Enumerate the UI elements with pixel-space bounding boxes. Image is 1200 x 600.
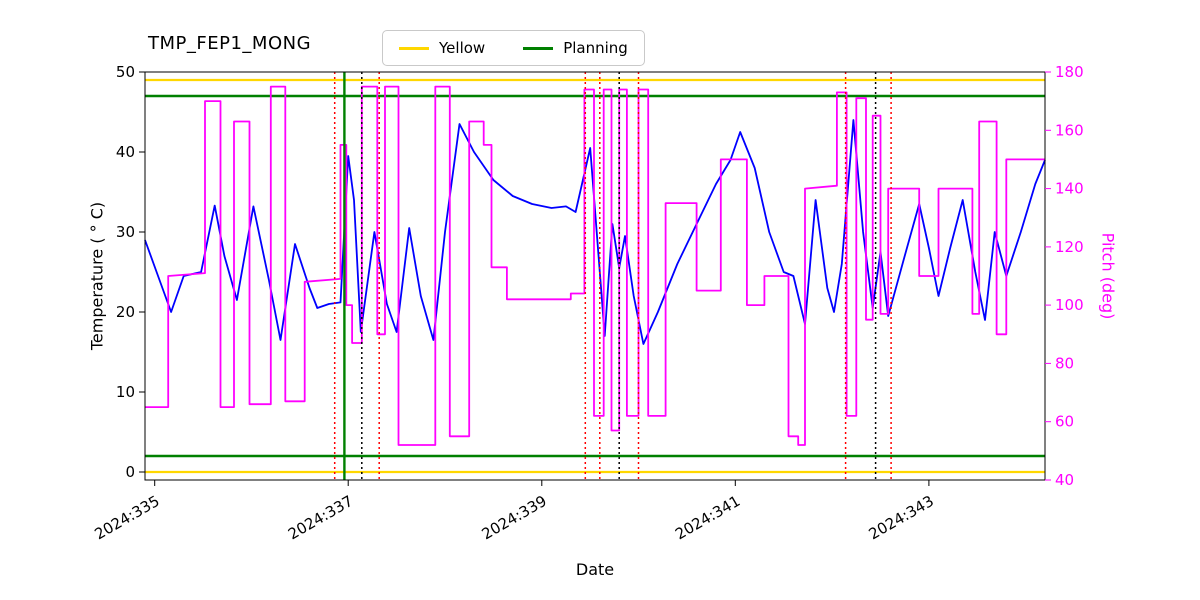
y-right-tick-label: 40 — [1055, 471, 1074, 489]
yellow-line-swatch — [399, 46, 429, 50]
x-tick-label: 2024:339 — [479, 492, 550, 544]
temperature-series-line — [144, 119, 1046, 345]
y-right-tick-label: 120 — [1055, 238, 1084, 256]
x-tick-label: 2024:337 — [285, 492, 356, 544]
x-tick-label: 2024:341 — [672, 492, 743, 544]
y-left-tick-label: 10 — [116, 383, 135, 401]
y-left-tick-label: 50 — [116, 63, 135, 81]
y-right-tick-label: 180 — [1055, 63, 1084, 81]
plot-frame — [144, 71, 1046, 481]
x-tick-label: 2024:335 — [91, 492, 162, 544]
x-tick-label: 2024:343 — [866, 492, 937, 544]
y-right-tick-label: 80 — [1055, 354, 1074, 372]
y-left-tick-label: 20 — [116, 303, 135, 321]
y-right-tick-label: 160 — [1055, 121, 1084, 139]
pitch-series-line — [145, 85, 1045, 446]
y-axis-label-pitch: Pitch (deg) — [1098, 232, 1118, 320]
y-left-tick-label: 40 — [116, 143, 135, 161]
legend-label-planning: Planning — [563, 39, 628, 57]
y-right-tick-label: 140 — [1055, 180, 1084, 198]
x-axis-label: Date — [575, 560, 615, 579]
y-right-tick-label: 60 — [1055, 413, 1074, 431]
legend: Yellow Planning — [382, 30, 645, 66]
y-axis-label-temperature: Temperature ( ° C) — [87, 201, 107, 351]
y-right-tick-label: 100 — [1055, 296, 1084, 314]
legend-label-yellow: Yellow — [439, 39, 486, 57]
legend-item-yellow: Yellow — [399, 39, 485, 57]
y-left-tick-label: 0 — [125, 463, 135, 481]
chart-title: TMP_FEP1_MONG — [148, 33, 312, 54]
legend-item-planning: Planning — [523, 39, 628, 57]
y-left-tick-label: 30 — [116, 223, 135, 241]
planning-line-swatch — [523, 46, 554, 50]
